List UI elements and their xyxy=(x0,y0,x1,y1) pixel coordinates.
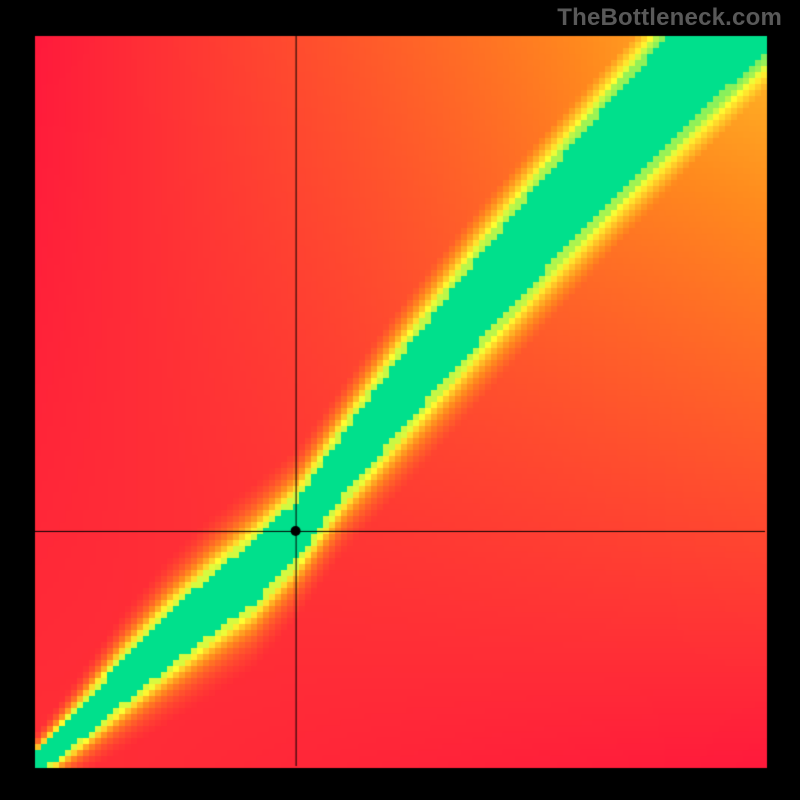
bottleneck-heatmap xyxy=(0,0,800,800)
chart-container: TheBottleneck.com xyxy=(0,0,800,800)
watermark-text: TheBottleneck.com xyxy=(557,4,782,32)
